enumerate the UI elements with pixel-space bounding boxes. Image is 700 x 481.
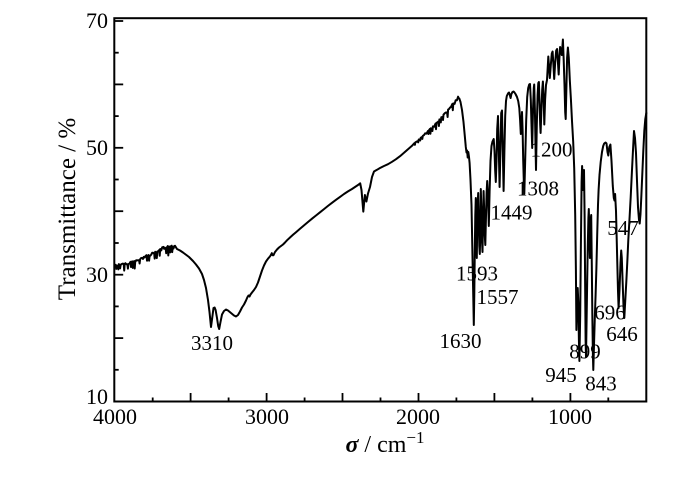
- svg-text:1200: 1200: [531, 138, 573, 162]
- svg-text:3000: 3000: [245, 404, 289, 429]
- svg-text:1000: 1000: [548, 404, 592, 429]
- svg-text:3310: 3310: [191, 331, 233, 355]
- svg-text:899: 899: [569, 340, 601, 364]
- svg-text:10: 10: [86, 384, 108, 409]
- svg-text:843: 843: [585, 372, 617, 396]
- svg-text:1630: 1630: [440, 329, 482, 353]
- svg-text:696: 696: [594, 301, 626, 325]
- svg-text:50: 50: [86, 135, 108, 160]
- svg-text:1593: 1593: [456, 262, 498, 286]
- svg-text:Transmittance / %: Transmittance / %: [54, 118, 81, 300]
- svg-text:945: 945: [545, 363, 577, 387]
- svg-text:4000: 4000: [93, 404, 137, 429]
- svg-text:547: 547: [607, 216, 639, 240]
- svg-text:1449: 1449: [491, 201, 533, 225]
- svg-text:1557: 1557: [477, 285, 519, 309]
- svg-text:30: 30: [86, 262, 108, 287]
- svg-text:2000: 2000: [396, 404, 440, 429]
- svg-text:70: 70: [86, 8, 108, 33]
- svg-text:1308: 1308: [517, 177, 559, 201]
- svg-text:646: 646: [606, 322, 638, 346]
